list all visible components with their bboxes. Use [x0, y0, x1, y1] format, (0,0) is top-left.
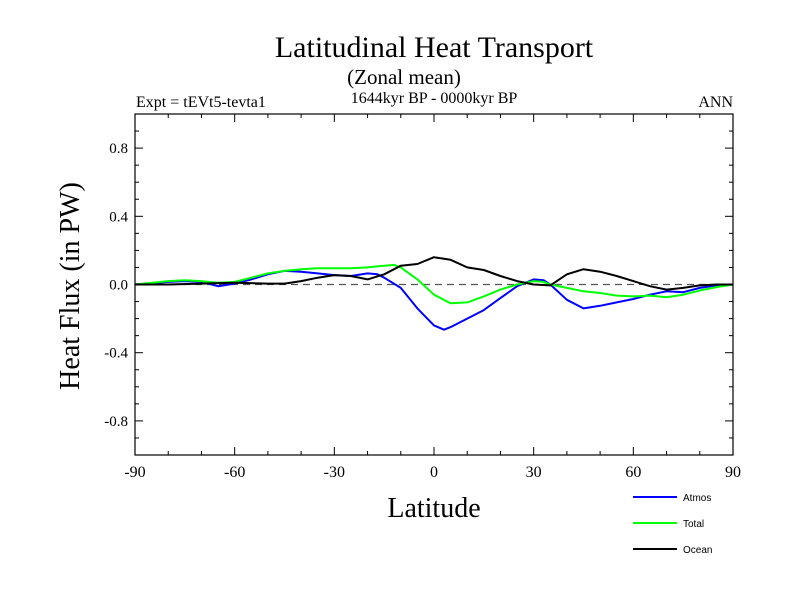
x-tick-label: 90	[725, 464, 741, 481]
y-tick-label: 0.0	[109, 278, 128, 294]
season-label: ANN	[698, 94, 733, 111]
legend: Atmos Total Ocean	[633, 493, 712, 556]
experiment-label: Expt = tEVt5-tevta1	[136, 94, 266, 111]
chart-subtitle: (Zonal mean)	[347, 65, 461, 89]
x-tick-label: 30	[526, 464, 542, 481]
x-tick-label: -90	[124, 464, 145, 481]
x-ticks: -90 -60 -30 0 30 60 90	[124, 114, 741, 481]
series-line-atmos	[134, 269, 734, 331]
x-tick-label: 60	[625, 464, 641, 481]
legend-label-total: Total	[683, 519, 704, 530]
legend-label-ocean: Ocean	[683, 545, 712, 556]
y-axis-label: Heat Flux (in PW)	[55, 182, 86, 390]
chart-title: Latitudinal Heat Transport	[275, 31, 594, 64]
series-lines	[134, 256, 734, 331]
y-tick-label: -0.4	[104, 346, 128, 362]
series-line-total	[134, 263, 734, 305]
x-tick-label: -30	[324, 464, 345, 481]
x-axis-label: Latitude	[387, 493, 480, 524]
legend-label-atmos: Atmos	[683, 493, 711, 504]
y-tick-label: 0.8	[109, 141, 128, 157]
y-tick-label: 0.4	[109, 209, 128, 225]
y-tick-label: -0.8	[104, 414, 128, 430]
series-line-ocean	[135, 256, 733, 291]
y-ticks: -0.8 -0.4 0.0 0.4 0.8	[104, 113, 733, 456]
x-tick-label: -60	[224, 464, 245, 481]
x-tick-label: 0	[430, 464, 438, 481]
period-label: 1644kyr BP - 0000kyr BP	[351, 90, 518, 107]
